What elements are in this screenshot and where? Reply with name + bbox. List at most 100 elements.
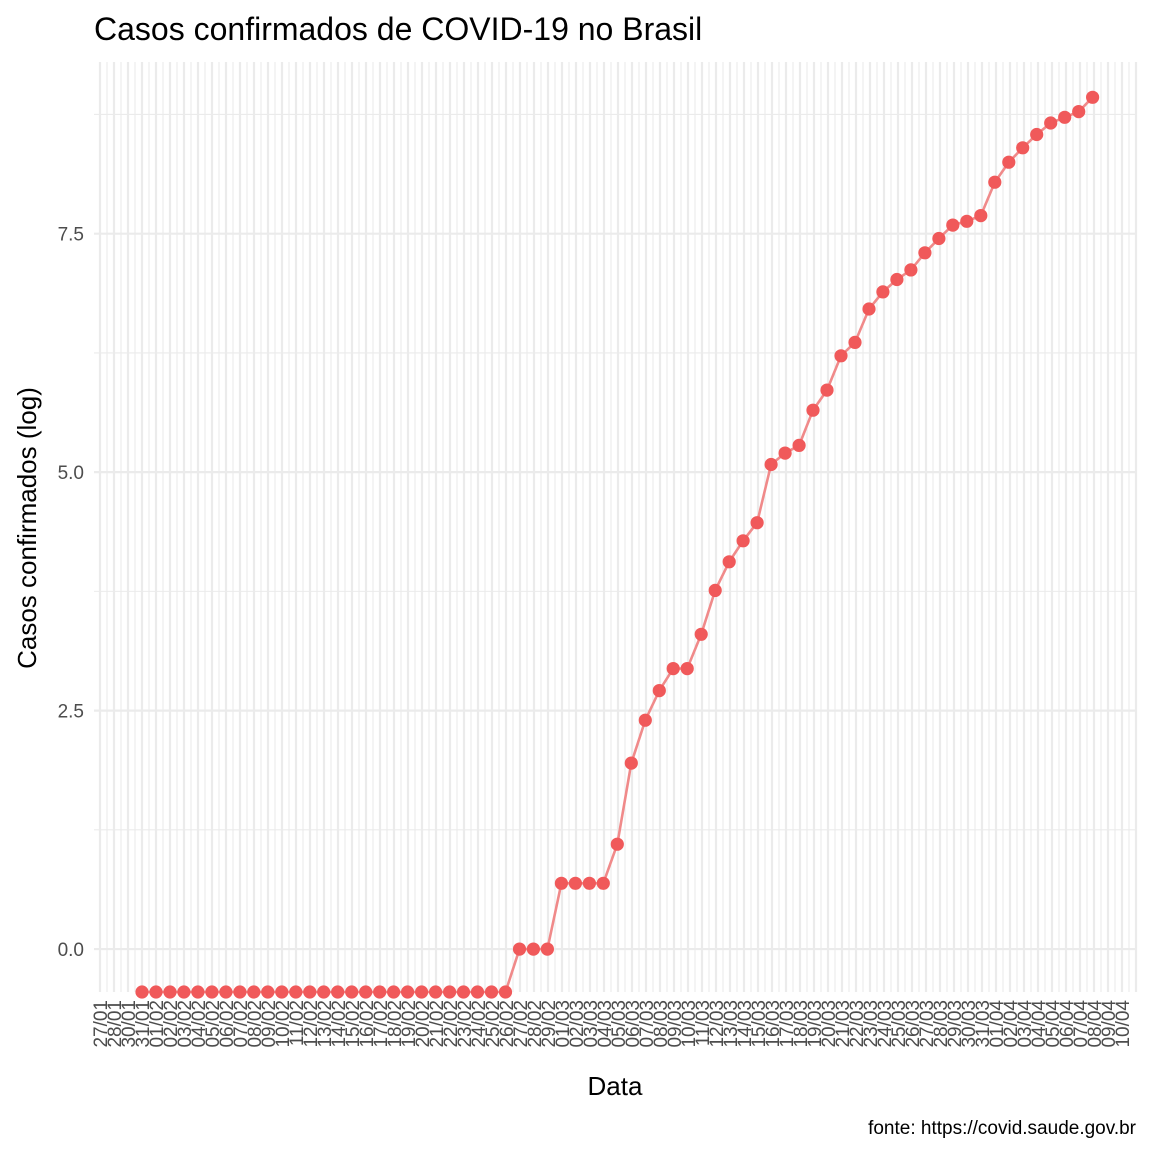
data-point — [1030, 127, 1044, 142]
data-point — [904, 263, 918, 277]
data-point — [624, 756, 638, 770]
data-point — [890, 272, 904, 287]
x-tick-label: 05/02 — [203, 1000, 224, 1048]
data-point — [708, 583, 722, 598]
x-tick-label: 06/03 — [623, 1000, 644, 1048]
x-tick-label: 14/03 — [735, 1000, 756, 1048]
x-tick-label: 05/04 — [1043, 1000, 1064, 1048]
data-point — [219, 985, 233, 999]
data-point — [415, 985, 429, 999]
series — [135, 90, 1100, 999]
data-point — [974, 209, 988, 223]
data-point — [582, 876, 597, 890]
chart-title: Casos confirmados de COVID-19 no Brasil — [94, 11, 702, 47]
y-tick-label: 7.5 — [58, 225, 84, 246]
x-tick-label: 29/03 — [945, 1000, 966, 1048]
data-point — [1086, 90, 1100, 104]
data-point — [149, 985, 163, 999]
x-tick-label: 27/01 — [91, 1000, 112, 1048]
x-tick-label: 15/03 — [749, 1000, 770, 1048]
data-point — [946, 218, 960, 232]
x-tick-label: 20/02 — [413, 1000, 434, 1048]
data-point — [862, 302, 876, 316]
x-tick-label: 08/02 — [245, 1000, 266, 1048]
x-tick-label: 10/04 — [1113, 1000, 1134, 1048]
data-point — [163, 985, 177, 999]
x-tick-label: 21/02 — [427, 1000, 448, 1048]
x-tick-label: 28/02 — [525, 1000, 546, 1048]
x-tick-label: 02/04 — [1001, 1000, 1022, 1048]
data-point — [512, 942, 527, 956]
data-point — [1016, 141, 1030, 155]
x-tick-label: 03/02 — [175, 1000, 196, 1048]
x-tick-label: 08/04 — [1085, 1000, 1106, 1048]
y-tick-label: 2.5 — [58, 702, 84, 723]
x-tick-label: 28/03 — [931, 1000, 952, 1048]
data-point — [554, 876, 569, 890]
x-tick-label: 04/03 — [595, 1000, 616, 1048]
x-tick-label: 31/01 — [133, 1000, 154, 1048]
x-tick-label: 21/03 — [833, 1000, 854, 1048]
x-tick-label: 24/02 — [469, 1000, 490, 1048]
y-tick-label: 5.0 — [58, 463, 84, 484]
x-tick-label: 24/03 — [875, 1000, 896, 1048]
data-point — [596, 876, 610, 890]
data-point — [191, 985, 205, 999]
data-point — [135, 985, 149, 999]
data-point — [484, 985, 499, 999]
x-tick-label: 02/02 — [161, 1000, 182, 1048]
x-tick-label: 04/02 — [189, 1000, 210, 1048]
x-tick-label: 20/03 — [819, 1000, 840, 1048]
x-tick-label: 23/02 — [455, 1000, 476, 1048]
data-point — [1058, 110, 1072, 124]
data-point — [960, 214, 974, 228]
data-point — [778, 446, 792, 460]
x-tick-label: 25/02 — [483, 1000, 504, 1048]
x-axis-title: Data — [588, 1071, 643, 1101]
data-point — [848, 335, 862, 349]
data-point — [233, 985, 247, 999]
x-tick-label: 28/01 — [105, 1000, 126, 1048]
x-tick-label: 08/03 — [651, 1000, 672, 1048]
x-tick-label: 11/03 — [693, 1000, 714, 1046]
x-tick-label: 09/02 — [259, 1000, 280, 1048]
x-tick-label: 01/04 — [987, 1000, 1008, 1048]
data-point — [666, 662, 680, 676]
x-tick-label: 30/03 — [959, 1000, 980, 1048]
x-tick-label: 22/03 — [847, 1000, 868, 1048]
x-tick-label: 19/02 — [399, 1000, 420, 1048]
x-tick-label: 12/02 — [301, 1000, 322, 1048]
x-tick-label: 04/04 — [1029, 1000, 1050, 1048]
x-tick-label: 16/03 — [763, 1000, 784, 1048]
x-tick-label: 12/03 — [707, 1000, 728, 1048]
data-point — [932, 231, 946, 246]
x-tick-label: 17/02 — [371, 1000, 392, 1048]
x-tick-label: 14/02 — [329, 1000, 350, 1048]
x-tick-label: 26/02 — [497, 1000, 518, 1048]
data-point — [177, 985, 191, 999]
x-tick-labels: 27/0128/0130/0131/0101/0202/0203/0204/02… — [91, 1000, 1134, 1048]
source-caption: fonte: https://covid.saude.gov.br — [868, 1118, 1137, 1139]
data-point — [736, 534, 750, 548]
x-tick-label: 18/03 — [791, 1000, 812, 1048]
data-point — [750, 516, 764, 530]
data-point — [1002, 155, 1016, 169]
data-point — [680, 662, 694, 676]
data-point — [275, 985, 289, 999]
data-point — [359, 985, 373, 999]
data-point — [1044, 116, 1058, 130]
x-tick-label: 27/03 — [917, 1000, 938, 1048]
data-point — [876, 285, 890, 299]
data-point — [988, 175, 1002, 189]
y-tick-labels: 0.0 2.5 5.0 7.5 — [58, 225, 84, 961]
x-tick-label: 05/03 — [609, 1000, 630, 1048]
data-point — [401, 985, 415, 999]
x-tick-label: 26/03 — [903, 1000, 924, 1048]
x-tick-label: 10/02 — [273, 1000, 294, 1048]
data-point — [429, 985, 443, 999]
grid — [94, 62, 1138, 992]
x-tick-label: 03/03 — [581, 1000, 602, 1048]
data-point — [652, 684, 666, 698]
data-point — [1072, 105, 1086, 119]
x-tick-label: 15/02 — [343, 1000, 364, 1048]
